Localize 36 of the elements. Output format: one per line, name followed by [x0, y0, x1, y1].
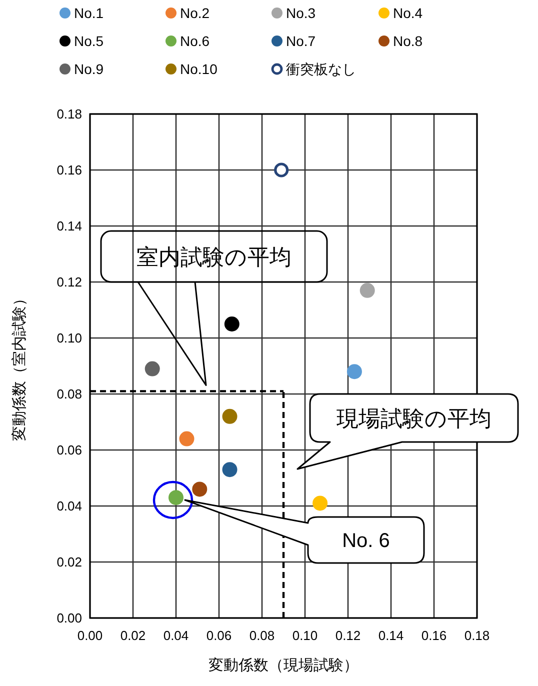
x-tick-label: 0.04 — [163, 628, 189, 643]
y-tick-label: 0.12 — [56, 274, 82, 290]
y-tick-label: 0.08 — [56, 386, 82, 402]
legend-label: No.1 — [74, 5, 104, 21]
x-tick-label: 0.12 — [335, 628, 361, 643]
y-axis-title: 変動係数（室内試験） — [11, 291, 28, 441]
y-tick-label: 0.00 — [56, 610, 82, 626]
legend-label: 衝突板なし — [286, 61, 356, 77]
y-tick-label: 0.14 — [56, 218, 82, 234]
legend-label: No.8 — [393, 33, 423, 49]
y-tick-label: 0.16 — [56, 162, 82, 178]
y-tick-label: 0.02 — [56, 554, 82, 570]
y-tick-label: 0.18 — [56, 106, 82, 122]
x-axis-title: 変動係数（現場試験） — [208, 657, 358, 674]
x-tick-label: 0.08 — [249, 628, 275, 643]
annotation: 現場試験の平均 — [336, 406, 492, 431]
legend-label: No.9 — [74, 61, 104, 77]
legend-label: No.3 — [286, 5, 316, 21]
legend-label: No.6 — [180, 33, 210, 49]
legend-label: No.2 — [180, 5, 210, 21]
legend-衝突板なし: 衝突板なし — [271, 61, 356, 77]
y-tick-label: 0.04 — [56, 498, 82, 514]
x-tick-label: 0.18 — [464, 628, 490, 643]
legend-label: No.7 — [286, 33, 316, 49]
legend-label: No.10 — [180, 61, 218, 77]
y-tick-label: 0.10 — [56, 330, 82, 346]
legend-label: No.5 — [74, 33, 104, 49]
x-tick-label: 0.02 — [120, 628, 146, 643]
y-tick-label: 0.06 — [56, 442, 82, 458]
x-tick-label: 0.10 — [292, 628, 318, 643]
legend-label: No.4 — [393, 5, 423, 21]
x-tick-label: 0.14 — [378, 628, 404, 643]
annotation: No. 6 — [342, 530, 390, 552]
x-tick-label: 0.16 — [421, 628, 447, 643]
x-tick-label: 0.00 — [77, 628, 103, 643]
x-tick-label: 0.06 — [206, 628, 232, 643]
